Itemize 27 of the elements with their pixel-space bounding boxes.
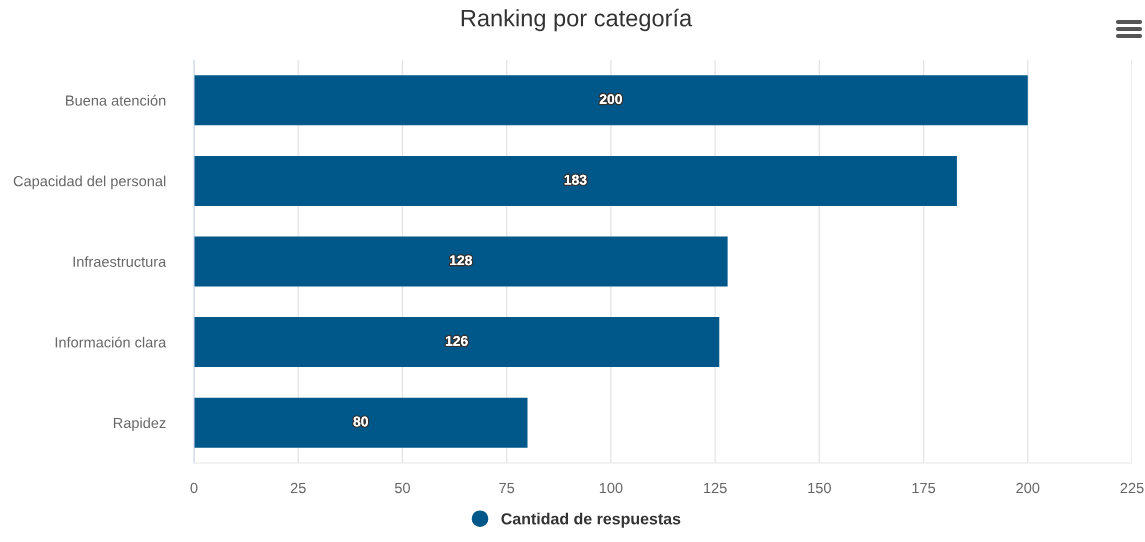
x-tick-label: 175 — [912, 482, 936, 494]
bar — [194, 317, 720, 368]
x-tick-label: 200 — [1016, 482, 1040, 494]
x-tick-label: 0 — [190, 482, 198, 494]
data-label: 200 — [599, 94, 622, 105]
bar — [194, 236, 728, 287]
chart-title: Ranking por categoría — [461, 8, 693, 32]
data-label: 80 — [353, 416, 368, 427]
x-tick-label: 125 — [704, 482, 727, 494]
bar — [194, 155, 957, 206]
data-label: 183 — [564, 174, 587, 185]
data-label: 126 — [445, 335, 468, 346]
bar — [194, 75, 1028, 126]
x-tick-label: 225 — [1120, 482, 1144, 494]
x-tick-label: 50 — [394, 482, 410, 494]
x-tick-label: 75 — [499, 482, 515, 494]
y-tick-label: Rapidez — [113, 417, 166, 432]
x-tick-label: 150 — [808, 482, 831, 494]
y-tick-label: Información clara — [55, 336, 167, 348]
bar — [194, 397, 528, 448]
y-tick-label: Infraestructura — [73, 256, 167, 267]
x-tick-label: 25 — [290, 482, 306, 494]
x-tick-label: 100 — [599, 482, 623, 494]
y-tick-label: Capacidad del personal — [13, 175, 166, 190]
y-tick-label: Buena atención — [66, 94, 166, 106]
legend-label: Cantidad de respuestas — [501, 512, 681, 528]
data-label: 128 — [450, 255, 472, 266]
